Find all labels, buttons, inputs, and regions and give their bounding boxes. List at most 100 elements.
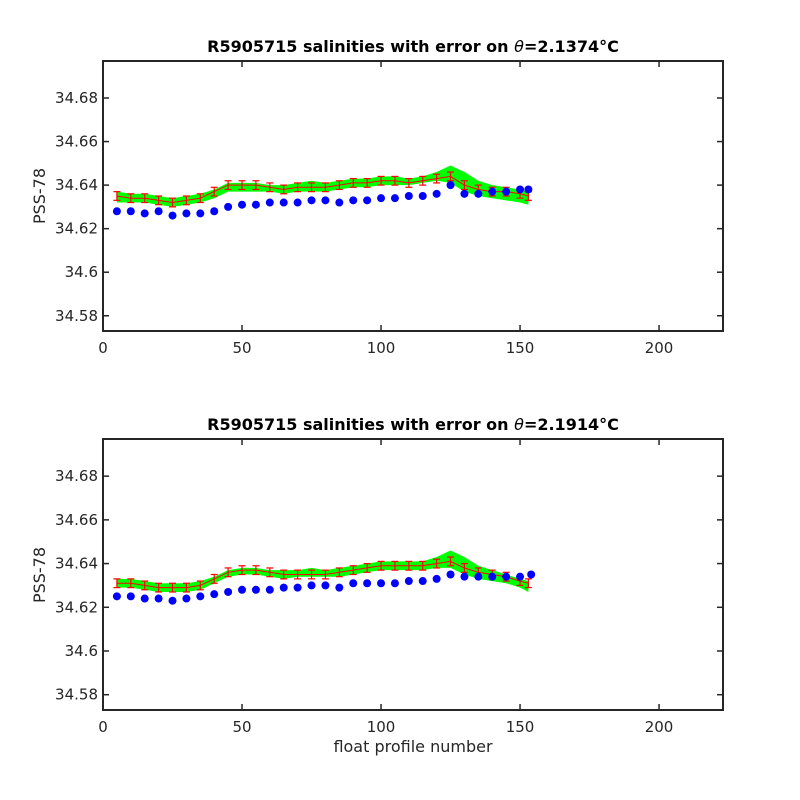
float-salinity-point: [224, 587, 233, 596]
chart-bottom-float-points: [112, 570, 536, 605]
float-salinity-point: [279, 583, 288, 592]
float-salinity-point: [196, 592, 205, 601]
x-tick-label: 200: [645, 339, 674, 357]
float-salinity-point: [404, 577, 413, 586]
float-salinity-point: [126, 207, 135, 216]
float-salinity-point: [502, 572, 511, 581]
float-salinity-point: [293, 583, 302, 592]
x-tick-label: 50: [232, 718, 251, 736]
float-salinity-point: [168, 211, 177, 220]
float-salinity-point: [474, 189, 483, 198]
float-salinity-point: [404, 192, 413, 200]
float-salinity-point: [307, 581, 316, 590]
chart-top: R5905715 salinities with error on θ=2.13…: [30, 37, 724, 357]
chart-bottom-y-ticks: 34.58 34.6 34.62 34.64 34.66 34.68: [55, 467, 723, 704]
float-salinity-point: [460, 189, 469, 198]
float-salinity-point: [460, 572, 469, 581]
float-salinity-point: [196, 209, 205, 218]
float-salinity-point: [524, 185, 533, 194]
chart-top-float-points: [112, 181, 533, 220]
chart-top-x-ticks: 0 50 100 150 200: [98, 61, 673, 357]
float-salinity-point: [363, 579, 372, 588]
mapped-salinity-line: [116, 175, 529, 204]
y-tick-label: 34.68: [55, 89, 98, 107]
float-salinity-point: [238, 200, 247, 209]
x-tick-label: 150: [506, 339, 535, 357]
float-salinity-point: [418, 192, 427, 200]
float-salinity-point: [293, 198, 302, 207]
x-tick-label: 0: [98, 718, 108, 736]
float-salinity-point: [418, 577, 427, 586]
float-salinity-point: [321, 581, 330, 590]
float-salinity-point: [279, 198, 288, 207]
float-salinity-point: [112, 592, 121, 601]
x-tick-label: 100: [367, 718, 396, 736]
float-salinity-point: [377, 579, 386, 588]
float-salinity-point: [390, 579, 399, 588]
mapped-salinity-line: [116, 560, 529, 589]
chart-bottom-y-axis-label: PSS-78: [30, 547, 49, 603]
y-tick-label: 34.66: [55, 133, 98, 151]
x-tick-label: 150: [506, 718, 535, 736]
y-tick-label: 34.58: [55, 686, 98, 704]
float-salinity-point: [112, 207, 121, 216]
chart-bottom: R5905715 salinities with error on θ=2.19…: [30, 415, 724, 756]
float-salinity-point: [349, 196, 358, 205]
float-salinity-point: [126, 592, 135, 601]
float-salinity-point: [265, 198, 274, 207]
x-tick-label: 0: [98, 339, 108, 357]
float-salinity-point: [446, 570, 455, 579]
y-tick-label: 34.6: [65, 263, 98, 281]
float-salinity-point: [516, 572, 525, 581]
y-tick-label: 34.66: [55, 511, 98, 529]
chart-bottom-x-axis-label: float profile number: [333, 737, 493, 756]
chart-top-title: R5905715 salinities with error on θ=2.13…: [207, 37, 619, 56]
float-salinity-point: [335, 583, 344, 592]
y-tick-label: 34.62: [55, 220, 98, 238]
float-salinity-point: [349, 579, 358, 588]
float-salinity-point: [516, 185, 525, 194]
float-salinity-point: [432, 574, 441, 583]
float-salinity-point: [210, 207, 219, 216]
float-salinity-point: [502, 187, 511, 196]
float-salinity-point: [168, 596, 177, 605]
x-tick-label: 200: [645, 718, 674, 736]
float-salinity-point: [251, 585, 260, 594]
float-salinity-point: [265, 585, 274, 594]
float-salinity-point: [363, 196, 372, 205]
y-tick-label: 34.64: [55, 555, 98, 573]
float-salinity-point: [321, 196, 330, 205]
float-salinity-point: [210, 590, 219, 599]
y-tick-label: 34.58: [55, 307, 98, 325]
float-salinity-point: [307, 196, 316, 205]
float-salinity-point: [154, 594, 163, 603]
float-salinity-point: [432, 189, 441, 198]
y-tick-label: 34.6: [65, 642, 98, 660]
x-tick-label: 100: [367, 339, 396, 357]
float-salinity-point: [182, 594, 191, 603]
float-salinity-point: [238, 585, 247, 594]
chart-top-y-ticks: 34.58 34.6 34.62 34.64 34.66 34.68: [55, 89, 723, 325]
chart-top-axes-box: [102, 60, 724, 332]
chart-bottom-title: R5905715 salinities with error on θ=2.19…: [207, 415, 619, 434]
y-tick-label: 34.62: [55, 598, 98, 616]
float-salinity-point: [527, 570, 536, 579]
float-salinity-point: [140, 209, 149, 218]
float-salinity-point: [488, 187, 497, 196]
chart-bottom-x-ticks: 0 50 100 150 200: [98, 439, 673, 736]
float-salinity-point: [140, 594, 149, 603]
float-salinity-point: [377, 194, 386, 203]
float-salinity-point: [390, 194, 399, 203]
float-salinity-point: [474, 572, 483, 581]
float-salinity-point: [251, 200, 260, 209]
chart-bottom-axes-box: [102, 438, 724, 711]
y-tick-label: 34.64: [55, 176, 98, 194]
float-salinity-point: [224, 202, 233, 211]
float-salinity-point: [446, 181, 455, 190]
y-tick-label: 34.68: [55, 467, 98, 485]
chart-top-y-axis-label: PSS-78: [30, 168, 49, 224]
float-salinity-point: [182, 209, 191, 218]
float-salinity-point: [335, 198, 344, 207]
float-salinity-point: [488, 572, 497, 581]
